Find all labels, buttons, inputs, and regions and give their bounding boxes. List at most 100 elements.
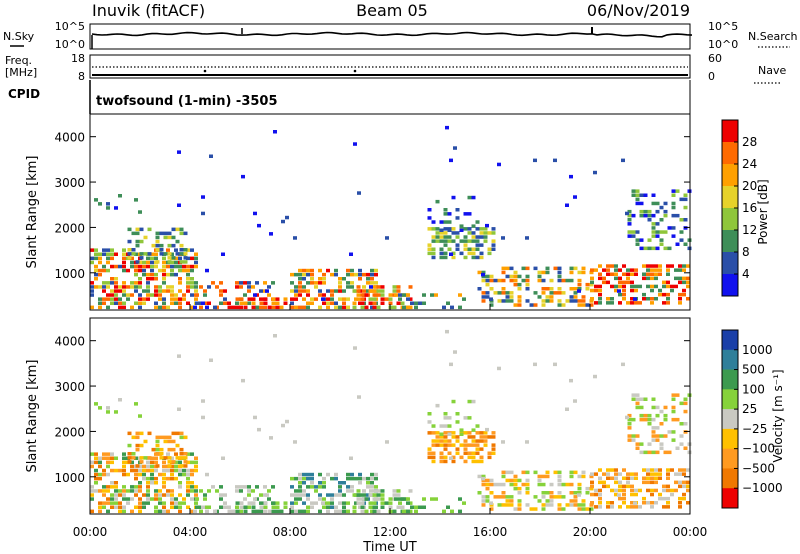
power-cell xyxy=(263,281,267,285)
power-cell xyxy=(346,297,350,301)
power-cell xyxy=(632,230,636,234)
velocity-cell xyxy=(342,501,346,505)
velocity-cell xyxy=(480,460,484,464)
power-cell xyxy=(546,287,550,291)
velocity-cell xyxy=(90,489,94,493)
power-cell xyxy=(453,146,457,150)
power-cell xyxy=(162,297,166,301)
velocity-cell xyxy=(138,489,142,493)
colorbar-tick-label: 20 xyxy=(742,179,757,193)
power-cell xyxy=(644,214,648,218)
velocity-cell xyxy=(342,481,346,485)
velocity-cell xyxy=(570,499,574,503)
power-cell xyxy=(658,273,662,277)
velocity-cell xyxy=(397,493,401,497)
power-cell xyxy=(432,235,436,239)
velocity-cell xyxy=(102,473,106,477)
velocity-cell xyxy=(290,493,294,497)
velocity-cell xyxy=(190,469,194,473)
velocity-cell xyxy=(464,460,468,464)
power-cell xyxy=(440,239,444,243)
velocity-cell xyxy=(625,416,629,420)
velocity-cell xyxy=(146,481,150,485)
power-cell xyxy=(130,285,134,289)
velocity-cell xyxy=(154,489,158,493)
power-cell xyxy=(476,235,480,239)
power-cell xyxy=(502,279,506,283)
power-cell xyxy=(533,159,537,163)
power-cell xyxy=(586,283,590,287)
power-cell xyxy=(195,293,199,297)
power-cell xyxy=(154,302,158,306)
power-cell xyxy=(444,227,448,231)
power-cell xyxy=(310,277,314,281)
velocity-cell xyxy=(373,493,377,497)
power-cell xyxy=(178,265,182,269)
power-cell xyxy=(90,306,94,310)
power-cell xyxy=(672,226,676,230)
power-cell xyxy=(276,297,280,301)
power-cell xyxy=(502,267,506,271)
velocity-cell xyxy=(118,510,122,513)
velocity-cell xyxy=(502,471,506,475)
power-cell xyxy=(247,289,251,293)
velocity-cell xyxy=(622,485,626,489)
velocity-cell xyxy=(264,501,268,505)
colorbar-swatch xyxy=(722,208,738,230)
velocity-cell xyxy=(590,493,594,497)
velocity-cell xyxy=(201,399,205,403)
power-cell xyxy=(642,273,646,277)
velocity-cell xyxy=(190,497,194,501)
power-cell xyxy=(662,281,666,285)
velocity-cell xyxy=(180,448,184,452)
velocity-cell xyxy=(582,503,586,507)
velocity-cell xyxy=(518,507,522,511)
power-cell xyxy=(678,281,682,285)
velocity-cell xyxy=(160,452,164,456)
velocity-cell xyxy=(184,456,188,460)
power-cell xyxy=(448,235,452,239)
velocity-cell xyxy=(498,483,502,487)
power-cell xyxy=(310,281,314,285)
power-cell xyxy=(122,261,126,265)
velocity-cell xyxy=(172,432,176,436)
velocity-cell xyxy=(680,434,684,438)
velocity-cell xyxy=(678,497,682,501)
velocity-cell xyxy=(518,487,522,491)
range-tick-label: 2000 xyxy=(54,425,85,439)
velocity-cell xyxy=(642,468,646,472)
velocity-cell xyxy=(448,433,452,437)
power-cell xyxy=(468,231,472,235)
velocity-cell xyxy=(168,436,172,440)
velocity-cell xyxy=(446,506,450,510)
power-cell xyxy=(414,302,418,306)
power-cell xyxy=(660,206,664,210)
velocity-cell xyxy=(594,472,598,476)
velocity-cell xyxy=(265,493,269,497)
velocity-cell xyxy=(598,489,602,493)
power-cell xyxy=(542,279,546,283)
power-cell xyxy=(172,228,176,232)
velocity-cell xyxy=(362,493,366,497)
power-cell xyxy=(170,273,174,277)
rti-figure: Inuvik (fitACF) Beam 05 06/Nov/2019 N.Sk… xyxy=(0,0,800,554)
power-cell xyxy=(318,289,322,293)
velocity-cell xyxy=(330,501,334,505)
range-tick-label: 1000 xyxy=(54,267,85,281)
velocity-cell xyxy=(166,477,170,481)
power-cell xyxy=(106,285,110,289)
velocity-cell xyxy=(118,501,122,505)
power-cell xyxy=(205,269,209,273)
velocity-cell xyxy=(158,510,162,513)
power-cell xyxy=(510,291,514,295)
power-cell xyxy=(472,252,476,256)
colorbar-swatch xyxy=(722,370,738,390)
power-cell xyxy=(180,228,184,232)
power-cell xyxy=(670,264,674,268)
power-cell xyxy=(235,285,239,289)
power-cell xyxy=(650,264,654,268)
velocity-cell xyxy=(201,506,205,510)
power-cell xyxy=(138,293,142,297)
velocity-cell xyxy=(271,485,275,489)
power-cell xyxy=(194,285,198,289)
